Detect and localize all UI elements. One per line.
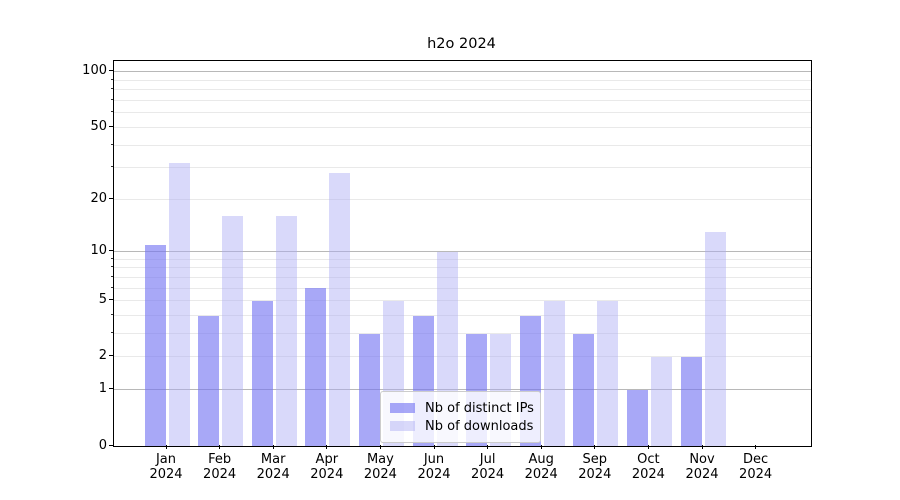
y-tick-label-10: 10 [90,243,107,259]
bar-downloads-oct [650,356,672,446]
legend-patch-distinct-ips [390,403,415,413]
major-gridline-10 [114,251,811,253]
x-tick-oct [647,445,649,449]
x-tick-label-mar: Mar 2024 [256,452,290,482]
y-tick-10 [109,250,113,252]
x-tick-jan [165,445,167,449]
y-tick-5 [109,299,113,301]
minor-gridline-80 [114,89,811,91]
x-tick-label-nov: Nov 2024 [685,452,719,482]
bar-distinct-ips-feb [198,315,220,446]
y-tick-label-5: 5 [98,292,107,308]
y-minor-tick-9 [110,257,113,259]
minor-gridline-60 [114,112,811,114]
legend-label-downloads: Nb of downloads [425,418,534,434]
bar-downloads-aug [543,300,565,446]
y-tick-20 [109,197,113,199]
x-tick-jun [433,445,435,449]
bar-distinct-ips-oct [626,389,648,446]
legend-label-distinct-ips: Nb of distinct IPs [425,400,534,416]
minor-gridline-6 [114,287,811,289]
y-minor-tick-90 [110,78,113,80]
y-tick-label-50: 50 [90,118,107,134]
y-tick-100 [109,70,113,72]
x-tick-label-apr: Apr 2024 [310,452,344,482]
x-tick-aug [540,445,542,449]
bar-downloads-feb [222,216,244,446]
x-tick-dec [755,445,757,449]
y-tick-label-2: 2 [98,348,107,364]
minor-gridline-20 [114,198,811,200]
bar-distinct-ips-may [358,333,380,446]
y-minor-tick-60 [110,111,113,113]
y-minor-tick-8 [110,266,113,268]
y-tick-label-100: 100 [82,63,107,79]
legend-row-distinct-ips: Nb of distinct IPs [390,400,534,416]
minor-gridline-5 [114,300,811,302]
legend: Nb of distinct IPs Nb of downloads [380,391,541,443]
minor-gridline-90 [114,79,811,81]
bar-distinct-ips-jan [144,244,166,446]
y-minor-tick-4 [110,314,113,316]
y-tick-label-0: 0 [98,437,107,453]
minor-gridline-40 [114,144,811,146]
x-tick-label-jan: Jan 2024 [149,452,183,482]
x-tick-jul [487,445,489,449]
bar-downloads-sep [597,300,619,446]
x-tick-mar [272,445,274,449]
minor-gridline-50 [114,126,811,128]
minor-gridline-2 [114,356,811,358]
x-tick-apr [326,445,328,449]
y-minor-tick-70 [110,99,113,101]
bar-downloads-mar [275,216,297,446]
x-tick-label-sep: Sep 2024 [578,452,612,482]
major-gridline-1 [114,389,811,391]
y-tick-label-20: 20 [90,190,107,206]
y-minor-tick-80 [110,88,113,90]
y-minor-tick-3 [110,332,113,334]
x-tick-nov [701,445,703,449]
bar-distinct-ips-sep [573,333,595,446]
y-minor-tick-6 [110,286,113,288]
minor-gridline-7 [114,276,811,278]
plot-area: Nb of distinct IPs Nb of downloads [113,60,812,447]
bar-distinct-ips-mar [251,300,273,446]
y-minor-tick-40 [110,143,113,145]
x-tick-sep [594,445,596,449]
x-tick-label-may: May 2024 [363,452,397,482]
bar-downloads-nov [704,232,726,446]
x-tick-may [379,445,381,449]
y-tick-50 [109,125,113,127]
y-minor-tick-7 [110,275,113,277]
bar-downloads-jan [168,162,190,446]
x-tick-label-jul: Jul 2024 [471,452,505,482]
y-tick-2 [109,355,113,357]
major-gridline-100 [114,71,811,73]
minor-gridline-4 [114,315,811,317]
minor-gridline-70 [114,100,811,102]
bar-distinct-ips-nov [680,356,702,446]
bar-downloads-apr [329,173,351,446]
legend-patch-downloads [390,421,415,431]
x-tick-feb [219,445,221,449]
bar-distinct-ips-apr [305,288,327,446]
y-tick-0 [109,444,113,446]
y-tick-label-1: 1 [98,381,107,397]
x-tick-label-jun: Jun 2024 [417,452,451,482]
minor-gridline-3 [114,333,811,335]
x-tick-label-oct: Oct 2024 [631,452,665,482]
x-tick-label-feb: Feb 2024 [203,452,237,482]
minor-gridline-8 [114,267,811,269]
minor-gridline-30 [114,167,811,169]
chart-title: h2o 2024 [427,36,496,52]
legend-row-downloads: Nb of downloads [390,418,534,434]
x-tick-label-aug: Aug 2024 [524,452,558,482]
y-tick-1 [109,388,113,390]
y-minor-tick-30 [110,166,113,168]
minor-gridline-9 [114,258,811,260]
x-tick-label-dec: Dec 2024 [739,452,773,482]
